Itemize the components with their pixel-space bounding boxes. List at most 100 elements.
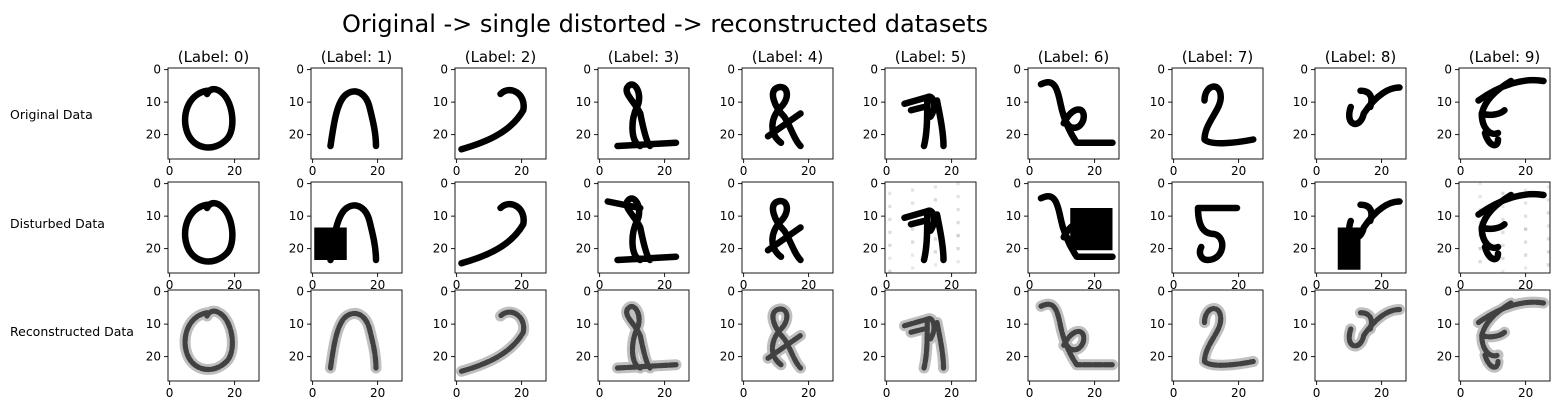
column-title-5: (Label: 5) (895, 48, 967, 66)
axes-frame (884, 289, 977, 382)
y-tick-label: 10 (433, 317, 448, 331)
y-tick-label: 0 (583, 63, 591, 77)
x-tick-label: 0 (1026, 278, 1034, 292)
subplot-original-label-5: (Label: 5) 0 10 20 0 20 (863, 48, 977, 178)
x-tick-label: 0 (740, 278, 748, 292)
x-tick-label: 0 (596, 386, 604, 400)
y-tick-label: 10 (576, 95, 591, 109)
row-label-disturbed: Disturbed Data (10, 216, 105, 231)
digit-image (885, 68, 976, 159)
y-tick-label: 10 (720, 209, 735, 223)
digit-image (598, 182, 689, 273)
axes-frame (310, 67, 403, 160)
subplot-reconstructed-label-7: 0 10 20 0 20 (1150, 285, 1264, 400)
y-tick-label: 0 (1300, 177, 1308, 191)
digit-image (168, 182, 259, 273)
y-tick-label: 10 (1006, 95, 1021, 109)
y-tick-label: 10 (720, 95, 735, 109)
x-tick-label: 0 (309, 164, 317, 178)
y-tick-label: 10 (1437, 209, 1452, 223)
y-tick-label: 20 (1006, 350, 1021, 364)
y-tick-label: 0 (727, 63, 735, 77)
y-tick-label: 10 (146, 95, 161, 109)
y-tick-label: 0 (583, 177, 591, 191)
y-tick-label: 20 (1437, 242, 1452, 256)
y-tick-label: 10 (863, 95, 878, 109)
digit-image (311, 290, 402, 381)
x-tick-label: 0 (596, 278, 604, 292)
digit-image (311, 68, 402, 159)
x-tick-label: 20 (1231, 386, 1246, 400)
digit-image (168, 290, 259, 381)
y-tick-label: 20 (720, 350, 735, 364)
x-tick-label: 0 (740, 164, 748, 178)
digit-image (1315, 290, 1406, 381)
subplot-original-label-9: (Label: 9) 0 10 20 0 20 (1437, 48, 1551, 178)
digit-image (742, 290, 833, 381)
row-labels: Original Data Disturbed Data Reconstruct… (10, 107, 134, 339)
subplot-original-label-8: (Label: 8) 0 10 20 0 20 (1293, 48, 1407, 178)
y-tick-label: 0 (1157, 63, 1165, 77)
y-tick-label: 10 (146, 209, 161, 223)
y-tick-label: 0 (153, 285, 161, 299)
y-tick-label: 0 (1300, 285, 1308, 299)
x-tick-label: 0 (883, 278, 891, 292)
x-tick-label: 20 (227, 278, 242, 292)
x-tick-label: 0 (1457, 278, 1465, 292)
y-tick-label: 20 (576, 350, 591, 364)
x-tick-label: 20 (1087, 386, 1102, 400)
y-tick-label: 10 (146, 317, 161, 331)
axes-frame (1171, 67, 1264, 160)
x-tick-label: 0 (1026, 386, 1034, 400)
x-tick-label: 20 (227, 164, 242, 178)
digit-image (1172, 182, 1263, 273)
y-tick-label: 20 (289, 242, 304, 256)
axes-frame (167, 289, 260, 382)
y-tick-label: 0 (1444, 285, 1452, 299)
axes-frame (1027, 181, 1120, 274)
y-tick-label: 10 (576, 317, 591, 331)
column-title-0: (Label: 0) (178, 48, 250, 66)
axes-frame (310, 289, 403, 382)
column-title-6: (Label: 6) (1038, 48, 1110, 66)
y-tick-label: 0 (296, 285, 304, 299)
x-tick-label: 0 (453, 164, 461, 178)
x-tick-label: 0 (740, 386, 748, 400)
x-tick-label: 20 (1231, 164, 1246, 178)
x-tick-label: 0 (596, 164, 604, 178)
subplot-original-label-0: (Label: 0) 0 10 20 0 20 (146, 48, 260, 178)
axes-frame (1027, 67, 1120, 160)
y-tick-label: 0 (153, 63, 161, 77)
column-title-7: (Label: 7) (1182, 48, 1254, 66)
x-tick-label: 0 (166, 278, 174, 292)
x-tick-label: 20 (801, 278, 816, 292)
x-tick-label: 20 (944, 278, 959, 292)
y-tick-label: 10 (1293, 317, 1308, 331)
subplot-disturbed-label-0: 0 10 20 0 20 (146, 177, 260, 292)
digit-image (311, 182, 402, 273)
digit-image (455, 68, 546, 159)
axes-frame (454, 67, 547, 160)
digit-image (1459, 182, 1550, 273)
subplot-disturbed-label-4: 0 10 20 0 20 (720, 177, 834, 292)
x-tick-label: 0 (453, 386, 461, 400)
x-tick-label: 20 (514, 278, 529, 292)
x-tick-label: 20 (657, 164, 672, 178)
x-tick-label: 0 (309, 386, 317, 400)
x-tick-label: 0 (1026, 164, 1034, 178)
y-tick-label: 10 (1293, 95, 1308, 109)
digit-image (168, 68, 259, 159)
y-tick-label: 20 (720, 128, 735, 142)
y-tick-label: 20 (576, 242, 591, 256)
y-tick-label: 0 (1300, 63, 1308, 77)
y-tick-label: 20 (146, 242, 161, 256)
subplot-original-label-3: (Label: 3) 0 10 20 0 20 (576, 48, 690, 178)
y-tick-label: 10 (720, 317, 735, 331)
digit-image (1028, 182, 1119, 273)
axes-frame (1171, 181, 1264, 274)
y-tick-label: 0 (440, 285, 448, 299)
digit-image (1459, 290, 1550, 381)
x-tick-label: 20 (1518, 386, 1533, 400)
y-tick-label: 20 (146, 128, 161, 142)
subplot-disturbed-label-6: 0 10 20 0 20 (1006, 177, 1120, 292)
